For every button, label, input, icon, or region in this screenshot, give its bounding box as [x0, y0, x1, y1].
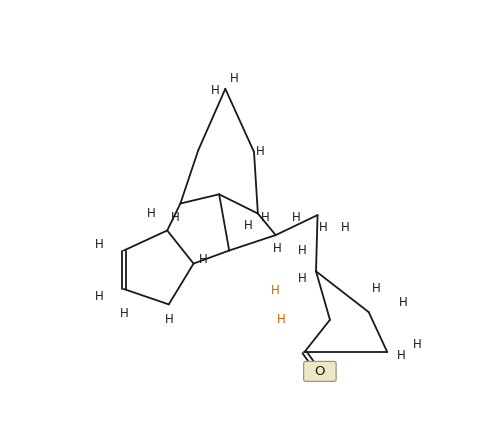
FancyBboxPatch shape [304, 362, 336, 381]
Text: H: H [256, 146, 265, 159]
Text: H: H [120, 307, 128, 320]
Text: H: H [261, 211, 270, 224]
Text: H: H [273, 241, 281, 255]
Text: H: H [147, 207, 156, 220]
Text: H: H [341, 221, 350, 234]
Text: H: H [320, 221, 328, 234]
Text: O: O [315, 365, 325, 378]
Text: H: H [277, 313, 285, 326]
Text: H: H [199, 253, 208, 266]
Text: H: H [94, 290, 103, 303]
Text: H: H [271, 284, 280, 297]
Text: H: H [243, 219, 252, 232]
Text: H: H [397, 349, 406, 362]
Text: H: H [399, 295, 407, 308]
Text: H: H [230, 72, 239, 85]
Text: H: H [298, 273, 307, 286]
Text: H: H [372, 283, 381, 295]
Text: H: H [171, 211, 179, 224]
Text: H: H [211, 84, 220, 97]
Text: H: H [164, 312, 173, 326]
Text: H: H [413, 338, 421, 351]
Text: H: H [94, 238, 103, 251]
Text: H: H [292, 211, 301, 224]
Text: H: H [298, 244, 307, 257]
